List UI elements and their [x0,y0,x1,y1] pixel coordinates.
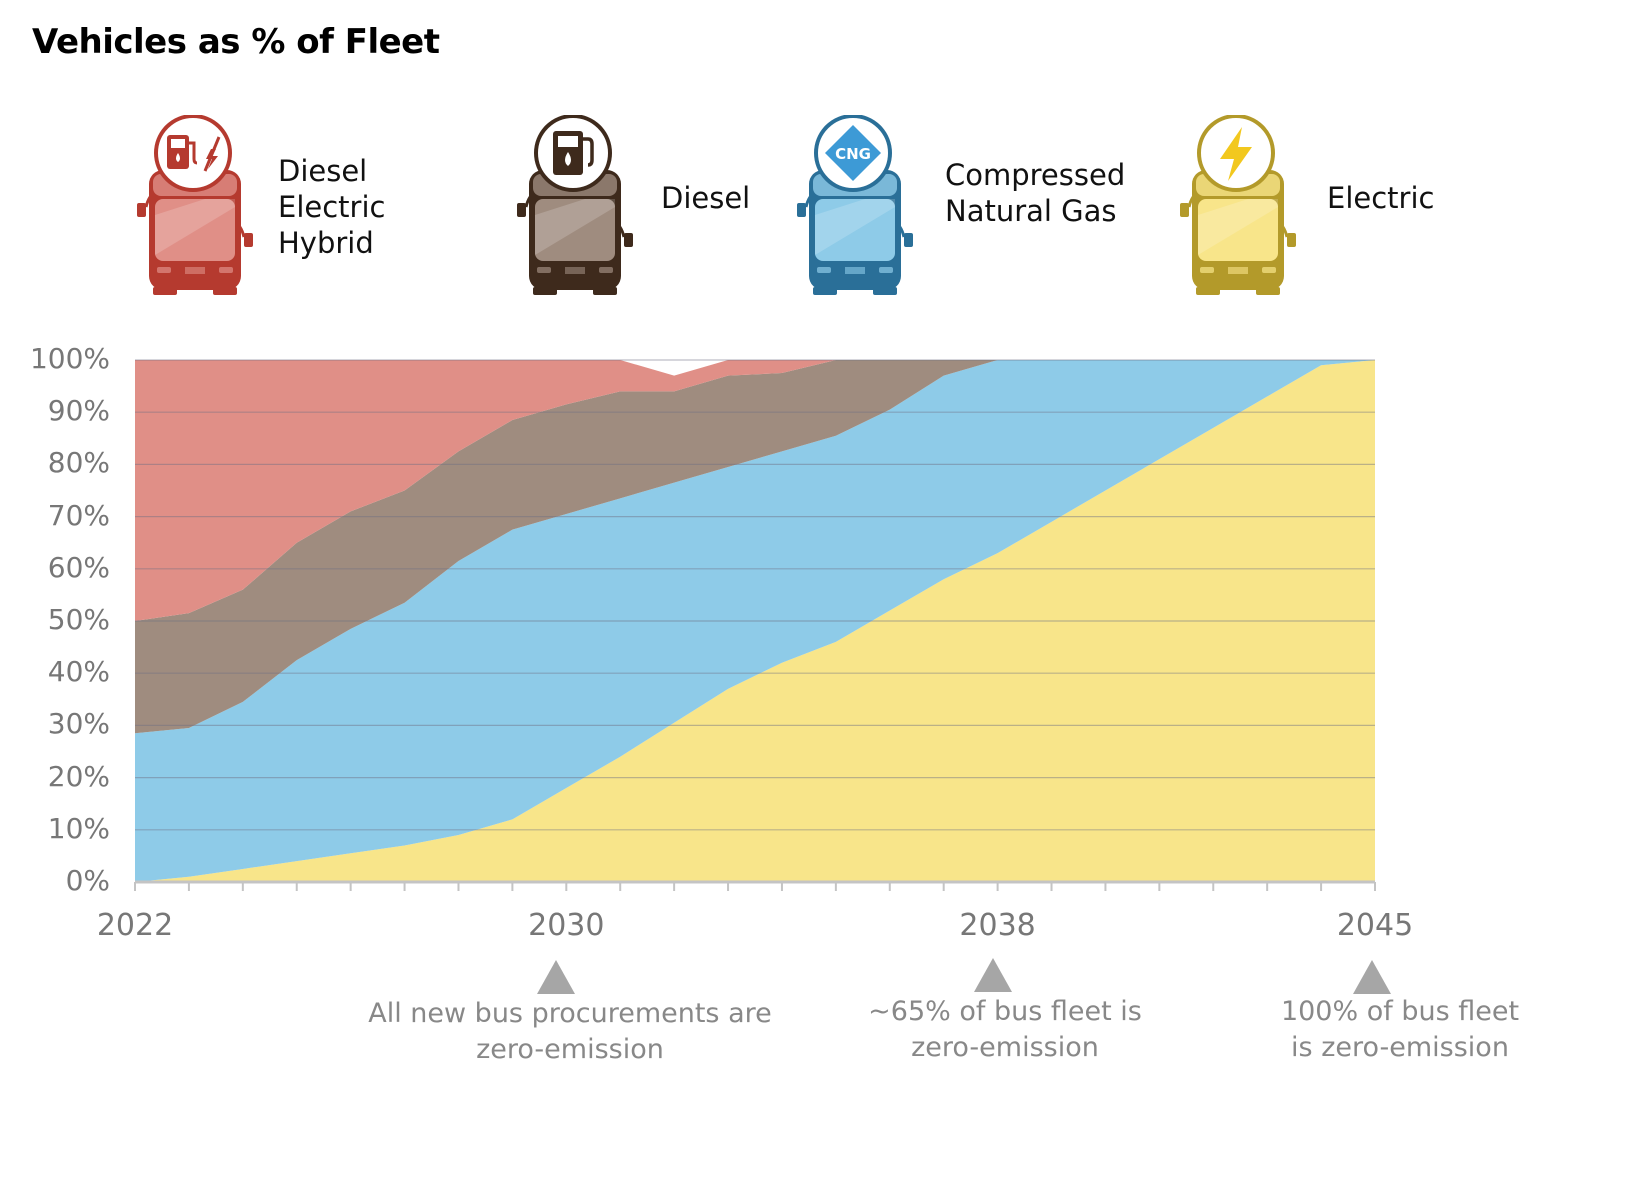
fuel-electric-icon [167,135,221,172]
annotation-text-2038: ~65% of bus fleet is zero-emission [868,996,1142,1063]
y-tick-label: 100% [29,342,110,375]
diesel-bus-icon [517,115,633,295]
series-area-compressed-natural-gas [135,360,1375,882]
legend-label-electric: Electric [1327,181,1435,215]
chart-title: Vehicles as % of Fleet [32,22,440,62]
annotation-text-2045: 100% of bus fleet is zero-emission [1280,996,1520,1063]
annotation-text-2030: All new bus procurements are zero-emissi… [368,998,772,1065]
x-tick-label: 2022 [96,908,174,943]
series-area-diesel [135,360,1375,734]
series-area-electric [135,360,1375,882]
bus-windshield [1198,199,1278,261]
marker-triangle-2038 [974,958,1012,992]
bus-windshield [815,199,895,261]
electric-bus-icon [1180,115,1296,295]
y-tick-label: 90% [47,394,110,428]
x-tick-label: 2038 [959,908,1036,943]
y-tick-label: 80% [47,446,110,480]
y-tick-label: 60% [47,550,110,584]
y-tick-label: 10% [47,811,110,845]
y-tick-label: 40% [47,655,110,689]
y-tick-label: 30% [47,707,110,741]
fuel-pump-icon [553,131,594,175]
y-tick-label: 20% [47,759,110,793]
y-tick-label: 50% [47,603,110,636]
series-area-diesel-electric-hybrid [135,360,1375,621]
legend-label-hybrid: Diesel Electric Hybrid [278,154,386,260]
hybrid-bus-icon [137,115,253,295]
x-tick-label: 2045 [1336,908,1414,943]
marker-triangle-2045 [1353,960,1391,994]
svg-text:CNG: CNG [835,145,871,163]
x-tick-label: 2030 [528,908,605,943]
legend-label-cng: Compressed Natural Gas [945,158,1126,228]
cng-icon: CNG [825,125,881,181]
cng-bus-icon: CNG [797,115,913,295]
lightning-icon [1220,127,1252,181]
legend-label-diesel: Diesel [661,181,751,215]
bus-windshield [535,199,615,261]
y-tick-label: 0% [65,864,110,897]
y-tick-label: 70% [47,498,110,532]
bus-windshield [155,199,235,261]
marker-triangle-2030 [537,960,575,994]
